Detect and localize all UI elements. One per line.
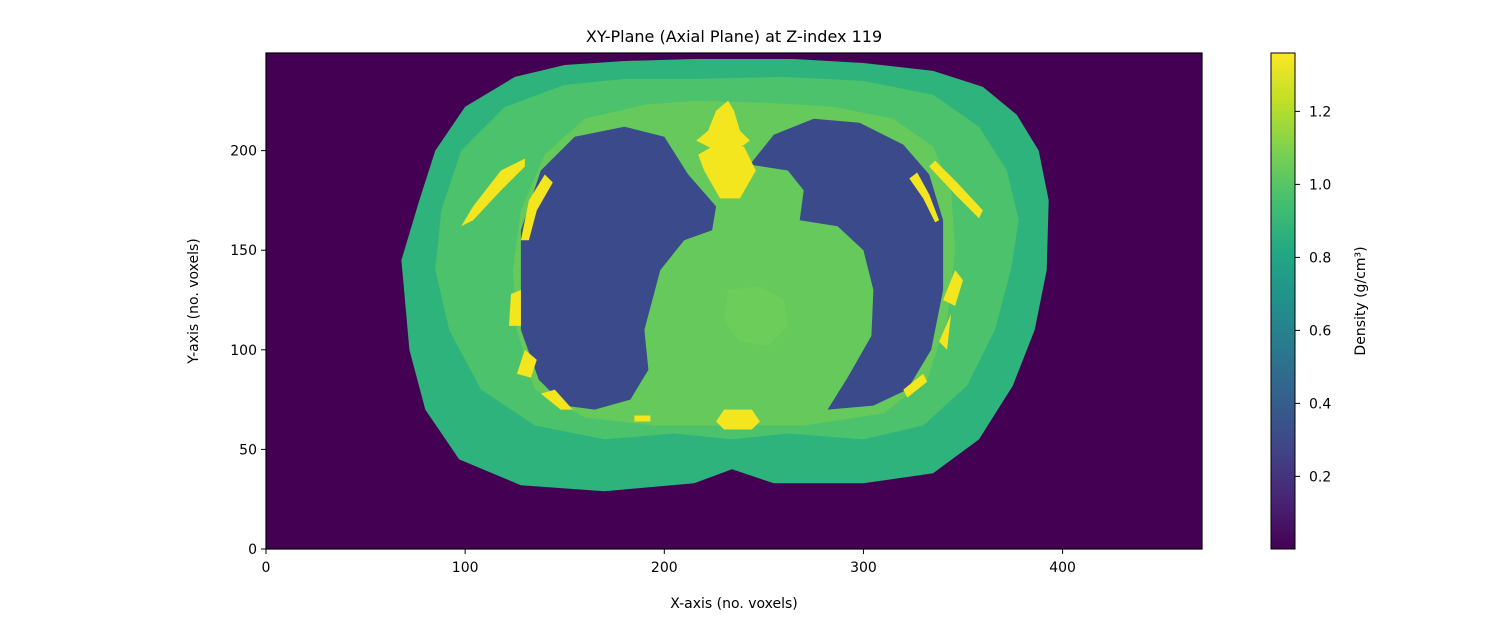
rib-10 bbox=[929, 160, 983, 219]
colorbar-tick-label: 0.6 bbox=[1309, 323, 1331, 339]
sternum-top bbox=[696, 100, 750, 151]
x-axis-label: X-axis (no. voxels) bbox=[670, 596, 798, 612]
rib-6 bbox=[903, 373, 928, 398]
rib-2 bbox=[520, 174, 553, 241]
x-tick-label: 300 bbox=[850, 560, 877, 576]
y-tick-label: 100 bbox=[230, 343, 257, 359]
colorbar-tick-label: 1.0 bbox=[1309, 177, 1331, 193]
left-lung bbox=[520, 126, 717, 410]
colorbar-tick-label: 0.4 bbox=[1309, 396, 1331, 412]
density-map bbox=[401, 59, 1049, 492]
bone-fragment bbox=[634, 415, 651, 422]
vertebra bbox=[716, 409, 760, 430]
y-axis-label: Y-axis (no. voxels) bbox=[186, 238, 202, 365]
y-axis: 0 50 100 150 200 bbox=[230, 144, 266, 558]
rib-9 bbox=[909, 172, 940, 223]
y-tick-label: 200 bbox=[230, 144, 257, 160]
rib-8 bbox=[943, 270, 963, 306]
rib-4 bbox=[516, 349, 537, 378]
x-tick-label: 200 bbox=[651, 560, 678, 576]
heart-inner bbox=[724, 286, 788, 346]
x-tick-label: 0 bbox=[262, 560, 271, 576]
y-tick-label: 50 bbox=[239, 442, 257, 458]
y-tick-label: 0 bbox=[248, 542, 257, 558]
colorbar-tick-label: 0.8 bbox=[1309, 250, 1331, 266]
rib-5 bbox=[540, 389, 573, 410]
x-tick-label: 400 bbox=[1049, 560, 1076, 576]
aorta bbox=[741, 178, 790, 227]
y-tick-label: 150 bbox=[230, 243, 257, 259]
chart-title: XY-Plane (Axial Plane) at Z-index 119 bbox=[586, 27, 882, 46]
rib-3 bbox=[509, 290, 521, 326]
sternum-body bbox=[698, 146, 756, 199]
colorbar bbox=[1270, 52, 1296, 550]
x-tick-label: 100 bbox=[452, 560, 479, 576]
rib-1 bbox=[461, 158, 525, 227]
colorbar-label: Density (g/cm³) bbox=[1353, 246, 1369, 355]
plot-frame bbox=[265, 52, 1203, 550]
x-axis: 0 100 200 300 400 bbox=[262, 549, 1076, 576]
rib-7 bbox=[939, 313, 952, 350]
colorbar-tick-label: 0.2 bbox=[1309, 469, 1331, 485]
colorbar-tick-label: 1.2 bbox=[1309, 104, 1331, 120]
colorbar-ticks: 0.2 0.4 0.6 0.8 1.0 1.2 bbox=[1295, 104, 1331, 485]
right-lung bbox=[749, 118, 944, 410]
